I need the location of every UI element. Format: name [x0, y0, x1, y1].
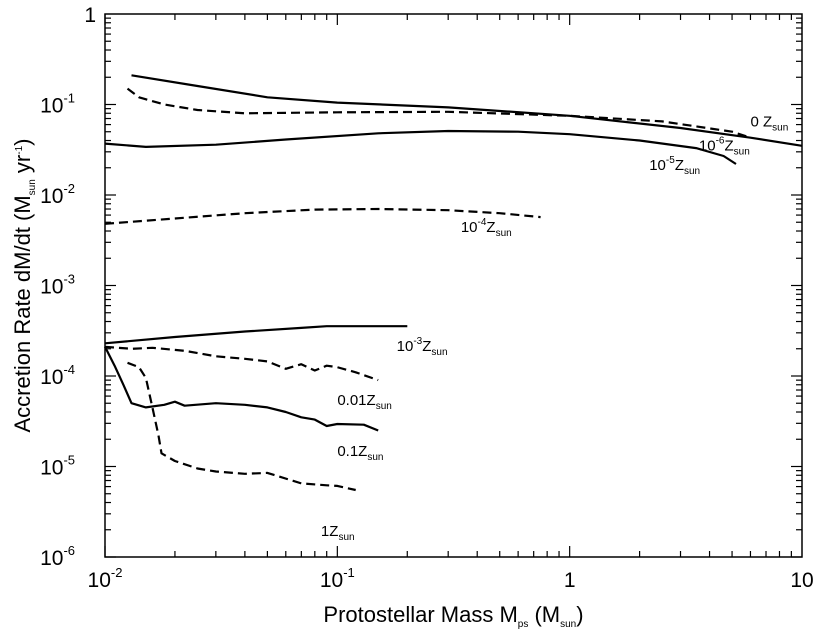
- y-tick-label: 10-2: [40, 181, 75, 208]
- plot-frame: [104, 13, 803, 558]
- series-line-10-4-z-sun: [104, 207, 541, 225]
- x-tick-label: 1: [564, 569, 576, 592]
- series-line-10-6-z-sun: [126, 87, 751, 139]
- y-tick-label: 10-4: [40, 362, 75, 389]
- y-tick-label: 10-5: [40, 453, 75, 480]
- x-axis-title: Protostellar Mass Mps (Msun): [323, 602, 583, 630]
- y-tick-label: 10-6: [40, 543, 75, 570]
- curve-label: 0 Zsun: [750, 114, 788, 134]
- data-series: [104, 74, 803, 492]
- series-line-0-01-z-sun: [104, 345, 379, 382]
- series-line-10-5-z-sun: [104, 129, 737, 165]
- y-axis-title: Accretion Rate dM/dt (Msun yr-1): [10, 139, 38, 433]
- x-tick-label: 10-2: [88, 565, 123, 592]
- curve-label: 10-5Zsun: [649, 155, 700, 177]
- y-tick-label: 10-3: [40, 272, 75, 299]
- curve-label: 10-4Zsun: [461, 217, 512, 239]
- curve-label: 0.01Zsun: [337, 392, 391, 412]
- x-tick-label: 10: [790, 569, 813, 592]
- series-line-10-3-z-sun: [104, 325, 408, 345]
- series-line-0-1-z-sun: [104, 346, 379, 432]
- curve-label: 10-6Zsun: [699, 136, 750, 158]
- curve-label: 10-3Zsun: [397, 336, 448, 358]
- curve-label: 0.1Zsun: [337, 443, 383, 463]
- y-tick-label: 10-1: [40, 91, 75, 118]
- series-line-0-z-sun: [131, 74, 803, 147]
- series-line-1-z-sun: [127, 361, 356, 492]
- curve-label: 1Zsun: [321, 523, 355, 543]
- x-tick-label: 10-1: [320, 565, 355, 592]
- y-tick-label: 1: [84, 4, 96, 27]
- tick-marks: [104, 14, 802, 558]
- tick-labels: 10-2 10-1 1 10 1 10-1 10-2 10-3 10-4 10-5 10-6: [40, 4, 814, 592]
